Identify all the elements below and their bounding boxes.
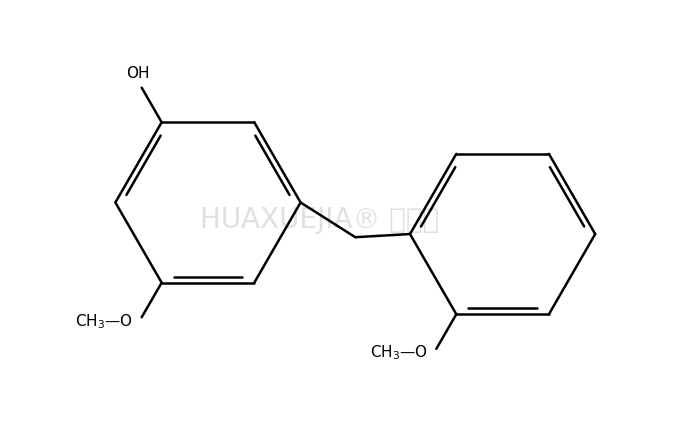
Text: OH: OH: [126, 66, 149, 81]
Text: CH$_3$—O: CH$_3$—O: [75, 312, 133, 331]
Text: HUAXUEJIA® 化学加: HUAXUEJIA® 化学加: [200, 205, 439, 233]
Text: CH$_3$—O: CH$_3$—O: [370, 344, 428, 363]
